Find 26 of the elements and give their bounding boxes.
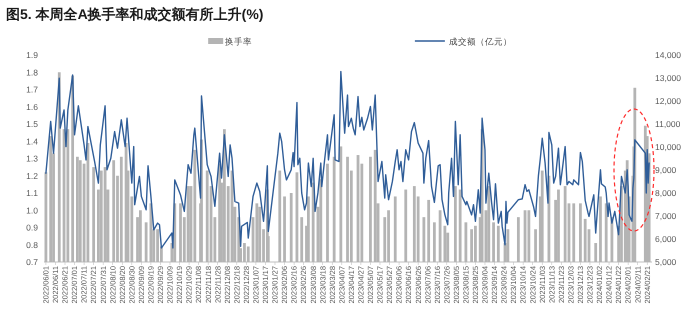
legend-label: 换手率 [225, 36, 252, 46]
y2-tick-label: 11,000 [655, 119, 681, 129]
y2-tick-label: 12,000 [655, 96, 682, 106]
y2-tick-label: 7,000 [655, 211, 677, 221]
y-tick-label: 1.2 [26, 170, 38, 181]
y2-tick-label: 13,000 [655, 73, 682, 83]
y-tick-label: 1.4 [26, 136, 38, 146]
y-tick-label: 1.8 [26, 67, 38, 78]
y-tick-label: 1.9 [26, 50, 38, 60]
chart-title: 图5. 本周全A换手率和成交额有所上升(%) [6, 6, 264, 22]
y2-tick-label: 8,000 [655, 188, 677, 198]
y-tick-label: 1.5 [26, 119, 38, 129]
y-tick-label: 1.0 [26, 205, 38, 216]
y2-tick-label: 5,000 [655, 257, 677, 267]
y-tick-label: 0.8 [26, 240, 38, 250]
y-tick-label: 0.9 [26, 222, 38, 232]
y-tick-label: 1.1 [26, 188, 38, 198]
y-tick-label: 1.3 [26, 154, 38, 164]
y2-tick-label: 9,000 [655, 165, 677, 175]
y2-tick-label: 6,000 [655, 234, 677, 244]
y-tick-label: 1.6 [26, 102, 38, 112]
y-tick-label: 0.7 [26, 257, 38, 267]
y2-tick-label: 10,000 [655, 142, 682, 152]
y2-tick-label: 14,000 [655, 50, 682, 60]
legend-label: 成交额（亿元） [448, 36, 512, 46]
y-tick-label: 1.7 [26, 84, 38, 94]
